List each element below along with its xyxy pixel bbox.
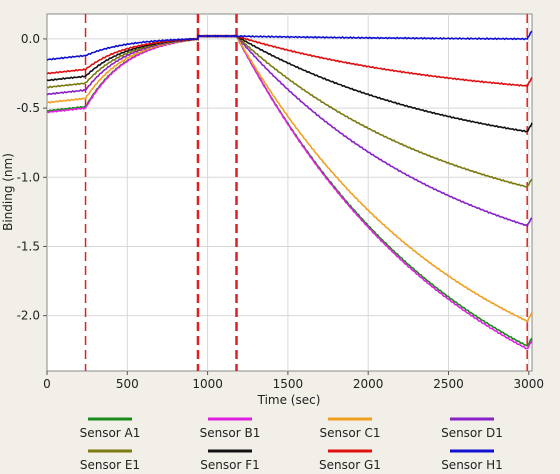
y-tick-label: -1.0 — [17, 170, 40, 184]
x-tick-label: 500 — [116, 377, 139, 391]
y-tick-label: 0.0 — [21, 32, 40, 46]
series-line-sensor-c1 — [46, 34, 533, 323]
plot-area — [46, 13, 533, 372]
legend-label: Sensor D1 — [441, 426, 503, 440]
x-tick-label: 3000 — [514, 377, 545, 391]
series-line-sensor-e1 — [46, 34, 533, 188]
y-tick-label: -0.5 — [17, 101, 40, 115]
x-tick-label: 0 — [43, 377, 51, 391]
legend-label: Sensor H1 — [441, 458, 503, 472]
legend-label: Sensor F1 — [200, 458, 259, 472]
series-line-sensor-f1 — [46, 34, 533, 133]
legend-label: Sensor C1 — [320, 426, 381, 440]
y-tick-label: -2.0 — [17, 309, 40, 323]
legend-label: Sensor E1 — [80, 458, 140, 472]
series-line-sensor-g1 — [46, 34, 533, 88]
legend-label: Sensor B1 — [200, 426, 261, 440]
tick-layer: 0 500 1000 1500 2000 2500 3000 0.0 -0.5 -1.0 -1.5 -… — [17, 32, 544, 391]
series-line-sensor-h1 — [46, 30, 533, 61]
y-axis-label: Binding (nm) — [1, 153, 15, 231]
y-tick-label: -1.5 — [17, 239, 40, 253]
x-tick-label: 2000 — [353, 377, 384, 391]
legend-label: Sensor G1 — [319, 458, 381, 472]
step-marker-layer — [84, 14, 528, 371]
x-axis-label: Time (sec) — [257, 393, 321, 407]
series-line-sensor-d1 — [46, 34, 533, 228]
legend: Sensor A1 Sensor B1 Sensor C1 Sensor D1 Sens… — [80, 417, 503, 472]
legend-label: Sensor A1 — [80, 426, 141, 440]
x-tick-label: 1000 — [192, 377, 223, 391]
x-tick-label: 1500 — [273, 377, 304, 391]
series-layer — [46, 30, 533, 350]
series-line-sensor-b1 — [46, 34, 533, 350]
x-tick-label: 2500 — [433, 377, 464, 391]
